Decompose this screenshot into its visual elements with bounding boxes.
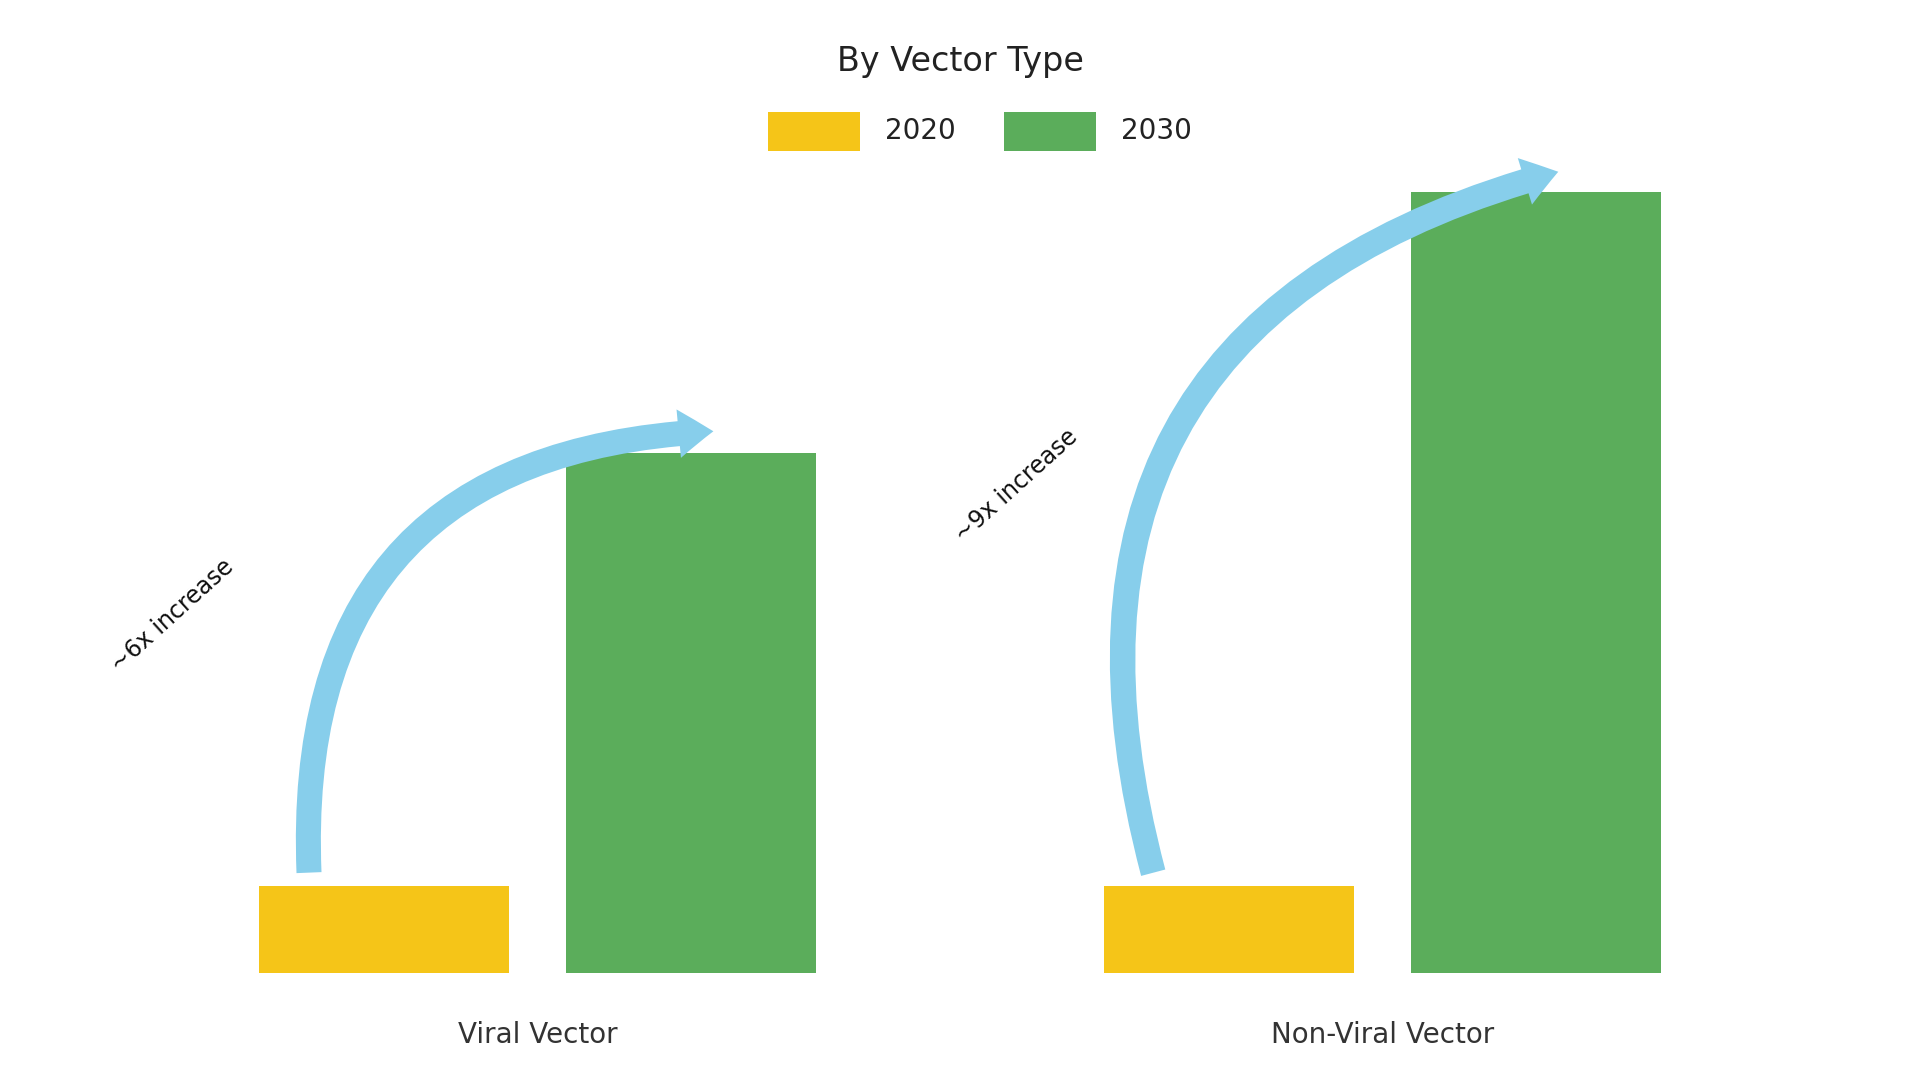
Text: 2030: 2030 <box>1121 118 1192 145</box>
FancyArrowPatch shape <box>296 409 714 873</box>
Bar <box>259 886 509 973</box>
Text: ~6x increase: ~6x increase <box>106 555 238 677</box>
Bar <box>1004 112 1096 151</box>
Bar <box>1411 192 1661 973</box>
Text: 2020: 2020 <box>885 118 956 145</box>
Bar <box>0 0 1920 123</box>
Text: Viral Vector: Viral Vector <box>457 1021 618 1049</box>
FancyArrowPatch shape <box>1110 158 1559 876</box>
Bar <box>768 112 860 151</box>
Text: Non-Viral Vector: Non-Viral Vector <box>1271 1021 1494 1049</box>
Bar <box>566 452 816 973</box>
Text: By Vector Type: By Vector Type <box>837 45 1083 78</box>
Text: ~9x increase: ~9x increase <box>950 424 1083 547</box>
Bar <box>1104 886 1354 973</box>
